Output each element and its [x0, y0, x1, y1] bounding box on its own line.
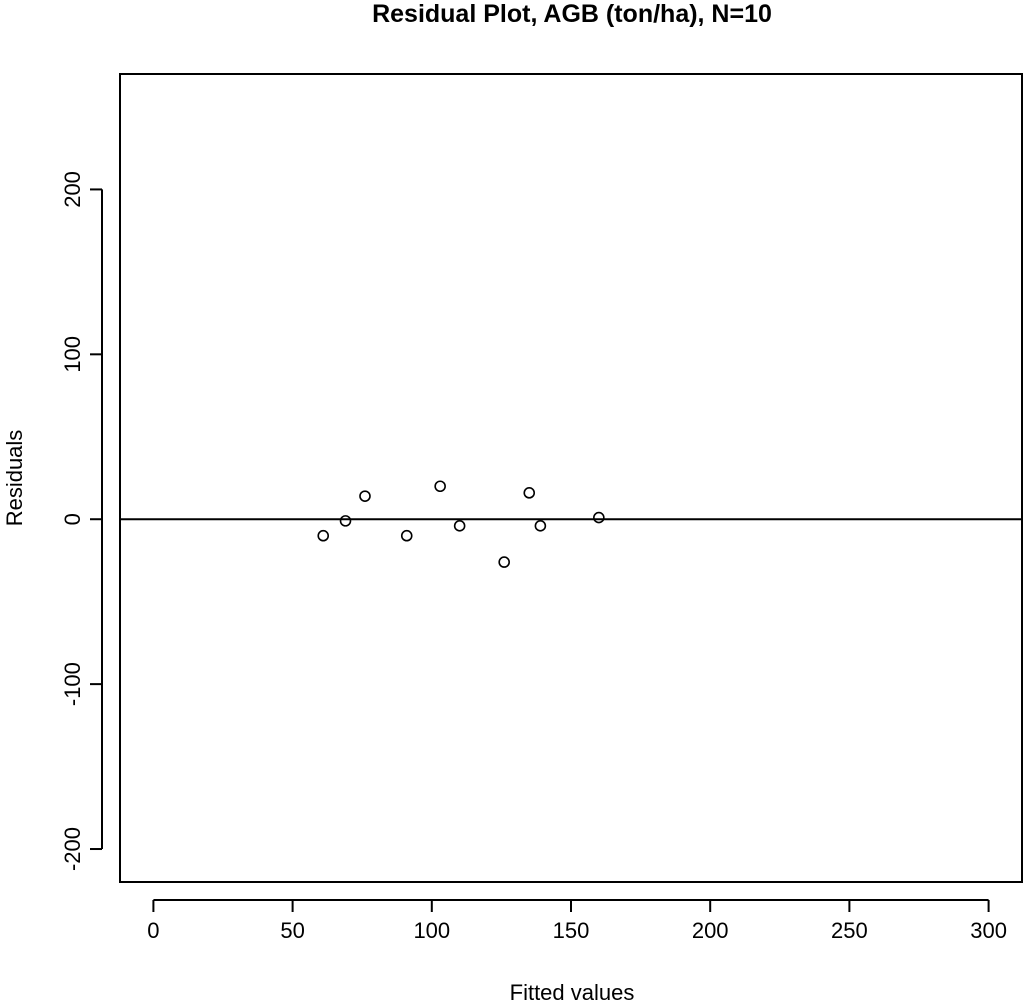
y-axis-label: Residuals: [2, 430, 27, 527]
data-point: [359, 490, 371, 502]
data-point: [400, 529, 413, 542]
data-point: [453, 520, 466, 532]
x-tick-label: 250: [831, 918, 868, 943]
data-point: [534, 520, 547, 532]
x-tick-label: 150: [553, 918, 590, 943]
data-point: [434, 480, 446, 493]
data-point: [498, 556, 510, 568]
data-point: [339, 515, 352, 527]
x-tick-label: 0: [147, 918, 159, 943]
x-tick-label: 100: [413, 918, 450, 943]
data-point: [593, 511, 605, 524]
y-tick-label: -100: [60, 662, 85, 706]
data-point: [317, 529, 330, 542]
y-tick-label: -200: [60, 827, 85, 871]
data-points: [317, 480, 605, 568]
data-point: [523, 487, 536, 499]
x-tick-label: 300: [970, 918, 1007, 943]
y-axis: -200 -100 0 100 200: [60, 171, 103, 871]
x-tick-label: 50: [280, 918, 304, 943]
x-axis: 0 50 100 150 200 250 300: [147, 899, 1007, 943]
y-tick-label: 200: [60, 171, 85, 208]
x-axis-label: Fitted values: [510, 980, 635, 1002]
y-tick-label: 0: [60, 513, 85, 525]
plot-frame: [119, 73, 1023, 883]
chart-title: Residual Plot, AGB (ton/ha), N=10: [372, 0, 772, 28]
y-tick-label: 100: [60, 336, 85, 373]
x-tick-label: 200: [692, 918, 729, 943]
